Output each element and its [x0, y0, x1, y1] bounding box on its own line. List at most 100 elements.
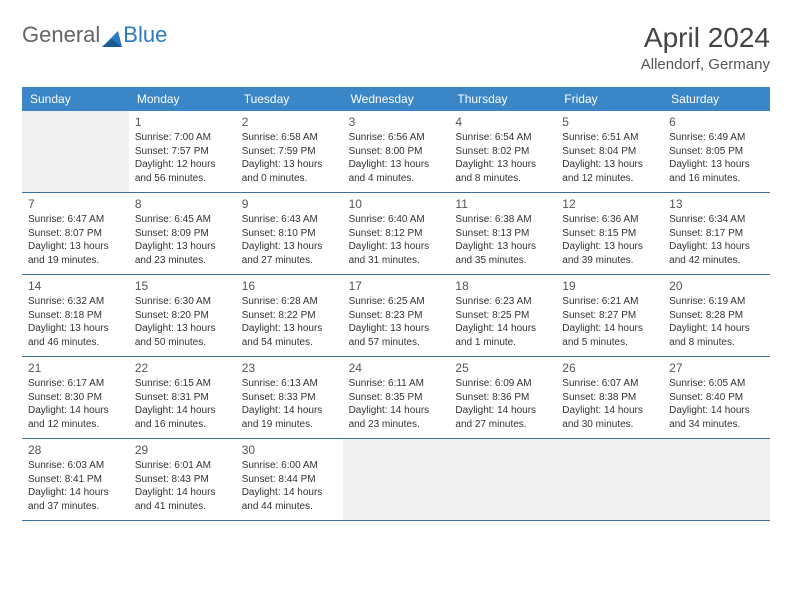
day-number: 24: [349, 361, 444, 375]
day-number: 1: [135, 115, 230, 129]
empty-cell: [22, 111, 129, 193]
day-detail: Sunrise: 6:58 AMSunset: 7:59 PMDaylight:…: [242, 131, 337, 185]
day-detail: Sunrise: 6:11 AMSunset: 8:35 PMDaylight:…: [349, 377, 444, 431]
day-cell: 2 Sunrise: 6:58 AMSunset: 7:59 PMDaylight…: [236, 111, 343, 193]
calendar-page: General Blue April 2024 Allendorf, Germa…: [0, 0, 792, 521]
logo-text-general: General: [22, 22, 100, 48]
day-number: 15: [135, 279, 230, 293]
day-cell: 17 Sunrise: 6:25 AMSunset: 8:23 PMDayligh…: [343, 275, 450, 357]
day-detail: Sunrise: 6:05 AMSunset: 8:40 PMDaylight:…: [669, 377, 764, 431]
day-number: 14: [28, 279, 123, 293]
day-detail: Sunrise: 6:54 AMSunset: 8:02 PMDaylight:…: [455, 131, 550, 185]
day-detail: Sunrise: 6:25 AMSunset: 8:23 PMDaylight:…: [349, 295, 444, 349]
day-number: 23: [242, 361, 337, 375]
day-detail: Sunrise: 6:19 AMSunset: 8:28 PMDaylight:…: [669, 295, 764, 349]
day-number: 22: [135, 361, 230, 375]
day-detail: Sunrise: 7:00 AMSunset: 7:57 PMDaylight:…: [135, 131, 230, 185]
day-cell: 6 Sunrise: 6:49 AMSunset: 8:05 PMDaylight…: [663, 111, 770, 193]
day-detail: Sunrise: 6:17 AMSunset: 8:30 PMDaylight:…: [28, 377, 123, 431]
day-number: 7: [28, 197, 123, 211]
page-header: General Blue April 2024 Allendorf, Germa…: [22, 22, 770, 73]
day-number: 27: [669, 361, 764, 375]
calendar-grid: SundayMondayTuesdayWednesdayThursdayFrid…: [22, 87, 770, 521]
day-detail: Sunrise: 6:43 AMSunset: 8:10 PMDaylight:…: [242, 213, 337, 267]
day-number: 11: [455, 197, 550, 211]
day-cell: 27 Sunrise: 6:05 AMSunset: 8:40 PMDayligh…: [663, 357, 770, 439]
logo: General Blue: [22, 22, 167, 48]
day-detail: Sunrise: 6:03 AMSunset: 8:41 PMDaylight:…: [28, 459, 123, 513]
week-row: 21 Sunrise: 6:17 AMSunset: 8:30 PMDayligh…: [22, 357, 770, 439]
day-cell: 14 Sunrise: 6:32 AMSunset: 8:18 PMDayligh…: [22, 275, 129, 357]
day-number: 2: [242, 115, 337, 129]
day-cell: 18Sunrise: 6:23 AMSunset: 8:25 PMDayligh…: [449, 275, 556, 357]
empty-cell: [449, 439, 556, 521]
day-cell: 9 Sunrise: 6:43 AMSunset: 8:10 PMDaylight…: [236, 193, 343, 275]
day-cell: 11 Sunrise: 6:38 AMSunset: 8:13 PMDayligh…: [449, 193, 556, 275]
empty-cell: [556, 439, 663, 521]
day-cell: 12 Sunrise: 6:36 AMSunset: 8:15 PMDayligh…: [556, 193, 663, 275]
day-cell: 13Sunrise: 6:34 AMSunset: 8:17 PMDayligh…: [663, 193, 770, 275]
day-cell: 19 Sunrise: 6:21 AMSunset: 8:27 PMDayligh…: [556, 275, 663, 357]
day-number: 19: [562, 279, 657, 293]
day-cell: 1 Sunrise: 7:00 AMSunset: 7:57 PMDaylight…: [129, 111, 236, 193]
day-detail: Sunrise: 6:45 AMSunset: 8:09 PMDaylight:…: [135, 213, 230, 267]
day-detail: Sunrise: 6:01 AMSunset: 8:43 PMDaylight:…: [135, 459, 230, 513]
week-row: 7 Sunrise: 6:47 AMSunset: 8:07 PMDaylight…: [22, 193, 770, 275]
day-number: 6: [669, 115, 764, 129]
dayname-cell: Tuesday: [236, 87, 343, 111]
day-number: 29: [135, 443, 230, 457]
day-cell: 26 Sunrise: 6:07 AMSunset: 8:38 PMDayligh…: [556, 357, 663, 439]
day-detail: Sunrise: 6:28 AMSunset: 8:22 PMDaylight:…: [242, 295, 337, 349]
day-cell: 28 Sunrise: 6:03 AMSunset: 8:41 PMDayligh…: [22, 439, 129, 521]
day-number: 25: [455, 361, 550, 375]
empty-cell: [343, 439, 450, 521]
day-number: 21: [28, 361, 123, 375]
day-cell: 8 Sunrise: 6:45 AMSunset: 8:09 PMDaylight…: [129, 193, 236, 275]
day-number: 8: [135, 197, 230, 211]
day-number: 16: [242, 279, 337, 293]
day-number: 13: [669, 197, 764, 211]
day-number: 28: [28, 443, 123, 457]
logo-triangle-icon: [102, 27, 122, 43]
dayname-cell: Saturday: [663, 87, 770, 111]
day-detail: Sunrise: 6:30 AMSunset: 8:20 PMDaylight:…: [135, 295, 230, 349]
dayname-row: SundayMondayTuesdayWednesdayThursdayFrid…: [22, 87, 770, 111]
day-number: 5: [562, 115, 657, 129]
dayname-cell: Monday: [129, 87, 236, 111]
dayname-cell: Wednesday: [343, 87, 450, 111]
day-detail: Sunrise: 6:47 AMSunset: 8:07 PMDaylight:…: [28, 213, 123, 267]
day-number: 12: [562, 197, 657, 211]
day-detail: Sunrise: 6:36 AMSunset: 8:15 PMDaylight:…: [562, 213, 657, 267]
day-number: 10: [349, 197, 444, 211]
day-number: 17: [349, 279, 444, 293]
day-detail: Sunrise: 6:23 AMSunset: 8:25 PMDaylight:…: [455, 295, 550, 349]
day-detail: Sunrise: 6:38 AMSunset: 8:13 PMDaylight:…: [455, 213, 550, 267]
day-cell: 21 Sunrise: 6:17 AMSunset: 8:30 PMDayligh…: [22, 357, 129, 439]
day-cell: 7 Sunrise: 6:47 AMSunset: 8:07 PMDaylight…: [22, 193, 129, 275]
day-detail: Sunrise: 6:51 AMSunset: 8:04 PMDaylight:…: [562, 131, 657, 185]
day-cell: 22 Sunrise: 6:15 AMSunset: 8:31 PMDayligh…: [129, 357, 236, 439]
day-detail: Sunrise: 6:32 AMSunset: 8:18 PMDaylight:…: [28, 295, 123, 349]
day-detail: Sunrise: 6:49 AMSunset: 8:05 PMDaylight:…: [669, 131, 764, 185]
day-number: 3: [349, 115, 444, 129]
day-cell: 4Sunrise: 6:54 AMSunset: 8:02 PMDaylight…: [449, 111, 556, 193]
day-cell: 29 Sunrise: 6:01 AMSunset: 8:43 PMDayligh…: [129, 439, 236, 521]
week-row: 28 Sunrise: 6:03 AMSunset: 8:41 PMDayligh…: [22, 439, 770, 521]
day-detail: Sunrise: 6:07 AMSunset: 8:38 PMDaylight:…: [562, 377, 657, 431]
page-title: April 2024: [641, 22, 770, 54]
day-cell: 24 Sunrise: 6:11 AMSunset: 8:35 PMDayligh…: [343, 357, 450, 439]
logo-text-blue: Blue: [123, 22, 167, 48]
day-cell: 10 Sunrise: 6:40 AMSunset: 8:12 PMDayligh…: [343, 193, 450, 275]
day-number: 9: [242, 197, 337, 211]
day-cell: 15 Sunrise: 6:30 AMSunset: 8:20 PMDayligh…: [129, 275, 236, 357]
day-detail: Sunrise: 6:15 AMSunset: 8:31 PMDaylight:…: [135, 377, 230, 431]
day-detail: Sunrise: 6:21 AMSunset: 8:27 PMDaylight:…: [562, 295, 657, 349]
day-detail: Sunrise: 6:09 AMSunset: 8:36 PMDaylight:…: [455, 377, 550, 431]
day-cell: 25 Sunrise: 6:09 AMSunset: 8:36 PMDayligh…: [449, 357, 556, 439]
day-detail: Sunrise: 6:00 AMSunset: 8:44 PMDaylight:…: [242, 459, 337, 513]
day-number: 26: [562, 361, 657, 375]
day-detail: Sunrise: 6:40 AMSunset: 8:12 PMDaylight:…: [349, 213, 444, 267]
day-number: 30: [242, 443, 337, 457]
day-detail: Sunrise: 6:56 AMSunset: 8:00 PMDaylight:…: [349, 131, 444, 185]
day-cell: 23Sunrise: 6:13 AMSunset: 8:33 PMDayligh…: [236, 357, 343, 439]
